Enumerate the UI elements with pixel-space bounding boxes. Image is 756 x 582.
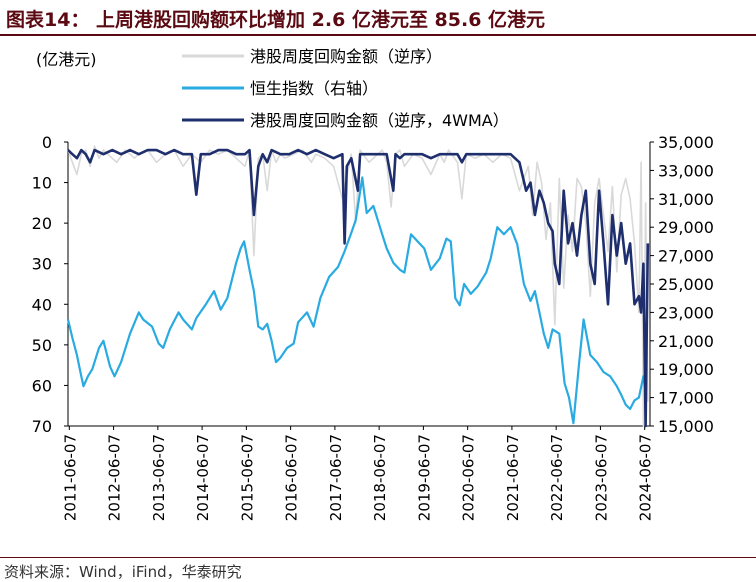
- right-tick-label: 33,000: [658, 161, 714, 180]
- title-bar: 图表14： 上周港股回购额环比增加 2.6 亿港元至 85.6 亿港元: [0, 0, 756, 36]
- source-bar: 资料来源：Wind，iFind，华泰研究: [0, 557, 756, 582]
- x-tick-label: 2019-06-07: [415, 434, 433, 521]
- left-tick-label: 30: [32, 255, 52, 274]
- x-tick-label: 2012-06-07: [106, 434, 124, 521]
- right-tick-label: 25,000: [658, 275, 714, 294]
- source-note: 资料来源：Wind，iFind，华泰研究: [4, 563, 242, 581]
- right-tick-label: 27,000: [658, 247, 714, 266]
- x-tick-label: 2017-06-07: [327, 434, 345, 521]
- series-layer: [66, 145, 650, 428]
- left-tick-label: 20: [32, 214, 52, 233]
- left-axis-unit-label: (亿港元): [36, 50, 97, 69]
- x-tick-label: 2011-06-07: [61, 434, 79, 521]
- x-tick-label: 2022-06-07: [548, 434, 566, 521]
- right-tick-label: 23,000: [658, 303, 714, 322]
- x-tick-label: 2016-06-07: [283, 434, 301, 521]
- x-tick-label: 2021-06-07: [504, 434, 522, 521]
- left-tick-label: 0: [42, 133, 52, 152]
- right-tick-label: 31,000: [658, 190, 714, 209]
- left-tick-label: 10: [32, 174, 52, 193]
- x-tick-label: 2014-06-07: [194, 434, 212, 521]
- legend-label: 港股周度回购金额（逆序）: [250, 47, 442, 66]
- right-tick-label: 19,000: [658, 360, 714, 379]
- legend: 港股周度回购金额（逆序） 恒生指数（右轴） 港股周度回购金额（逆序，4WMA）: [182, 47, 509, 130]
- series-hang-seng-line: [66, 176, 647, 425]
- x-tick-label: 2023-06-07: [592, 434, 610, 521]
- legend-label: 恒生指数（右轴）: [250, 79, 378, 98]
- right-tick-label: 29,000: [658, 218, 714, 237]
- left-tick-label: 40: [32, 295, 52, 314]
- legend-hang-seng: 恒生指数（右轴）: [182, 79, 378, 98]
- series-buyback-4wma-line: [67, 148, 650, 428]
- x-tick-label: 2015-06-07: [238, 434, 256, 521]
- legend-label: 港股周度回购金额（逆序，4WMA）: [250, 111, 509, 130]
- right-tick-label: 15,000: [658, 417, 714, 436]
- legend-weekly-buyback: 港股周度回购金额（逆序）: [182, 47, 442, 66]
- axes: (亿港元) 0 10 20 30 40 50 60 70 15,000 17,000 19,000 21…: [32, 50, 714, 521]
- right-tick-label: 35,000: [658, 133, 714, 152]
- chart-title: 图表14： 上周港股回购额环比增加 2.6 亿港元至 85.6 亿港元: [6, 9, 546, 31]
- x-tick-label: 2018-06-07: [371, 434, 389, 521]
- right-tick-label: 21,000: [658, 332, 714, 351]
- left-tick-label: 70: [32, 417, 52, 436]
- chart-area: (亿港元) 0 10 20 30 40 50 60 70 15,000 17,000 19,000 21…: [32, 47, 714, 521]
- legend-buyback-4wma: 港股周度回购金额（逆序，4WMA）: [182, 111, 509, 130]
- x-tick-label: 2020-06-07: [460, 434, 478, 521]
- x-tick-label: 2024-06-07: [637, 434, 655, 521]
- right-tick-label: 17,000: [658, 389, 714, 408]
- x-tick-label: 2013-06-07: [150, 434, 168, 521]
- left-tick-label: 50: [32, 336, 52, 355]
- left-tick-label: 60: [32, 376, 52, 395]
